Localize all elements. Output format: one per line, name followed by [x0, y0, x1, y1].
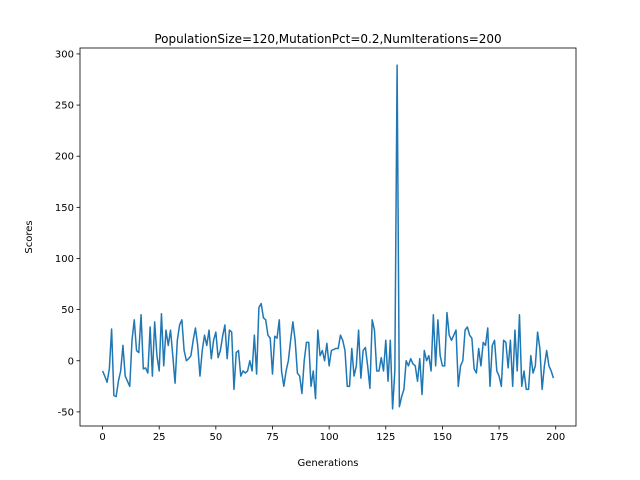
y-tick-label: 200 [55, 152, 74, 163]
x-tick-label: 75 [266, 432, 279, 443]
y-tick-label: 250 [55, 101, 74, 112]
x-tick-label: 0 [99, 432, 105, 443]
x-tick-label: 200 [546, 432, 565, 443]
x-tick-label: 25 [153, 432, 166, 443]
y-tick-label: 150 [55, 203, 74, 214]
data-line [101, 64, 555, 410]
y-tick-label: 0 [68, 356, 74, 367]
x-axis-label: Generations [298, 458, 359, 469]
y-tick-label: 100 [55, 254, 74, 265]
plot-frame [79, 47, 577, 427]
x-tick-label: 50 [209, 432, 222, 443]
y-tick-label: 50 [61, 305, 74, 316]
y-tick-label: -50 [58, 407, 74, 418]
x-tick-label: 150 [433, 432, 452, 443]
x-tick-label: 125 [376, 432, 395, 443]
y-axis-label: Scores [24, 220, 35, 253]
y-tick-label: 300 [55, 49, 74, 60]
x-tick-label: 100 [320, 432, 339, 443]
x-tick-label: 175 [490, 432, 509, 443]
chart-title: PopulationSize=120,MutationPct=0.2,NumIt… [154, 32, 501, 46]
